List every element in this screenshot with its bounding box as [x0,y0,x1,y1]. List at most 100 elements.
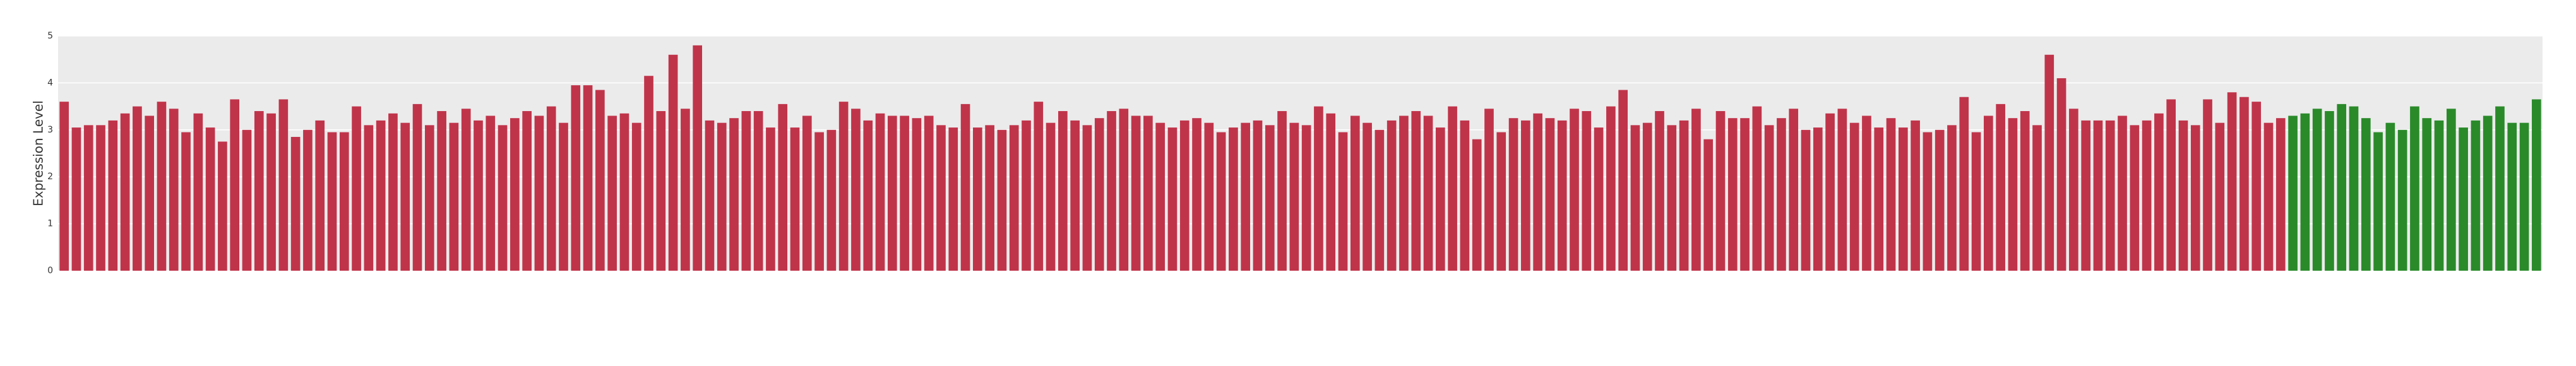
bar [376,120,386,271]
bar [1923,132,1933,271]
bar [656,111,666,271]
bar [2105,120,2115,271]
bar [1448,106,1457,271]
bar [83,125,93,271]
bar [668,54,678,271]
bar [242,129,252,271]
bar [2337,103,2347,271]
bar [1984,115,1993,271]
bar [59,102,69,271]
bar [108,120,118,271]
y-tick-label: 5 [47,31,53,41]
bar [1691,109,1701,271]
bar [400,122,410,271]
bar [290,136,301,271]
bar [1167,127,1178,271]
bar [2215,122,2225,271]
bar [1179,120,1190,271]
bar [802,115,812,271]
bar [1435,127,1445,271]
bar [2447,109,2456,271]
bar [2203,99,2212,271]
bar [424,125,434,271]
bar [96,125,105,271]
bar [522,111,532,271]
bar [814,132,824,271]
y-tick-label: 2 [47,172,53,182]
bar [1606,106,1616,271]
bar [1119,109,1129,271]
bar [2385,122,2395,271]
bar [1935,129,1945,271]
bar [1971,132,1981,271]
bar [169,109,179,271]
bar [546,106,556,271]
y-tick-label: 1 [47,219,53,229]
bar [510,118,520,271]
bar [851,109,861,271]
bar [254,111,264,271]
bar [449,122,459,271]
bar [1703,139,1714,271]
bar [1764,125,1774,271]
bar [1777,118,1786,271]
bar [364,125,374,271]
bar [2410,106,2419,271]
bar [1679,120,1689,271]
bar [193,113,203,271]
bar [486,115,496,271]
bar [1874,127,1884,271]
bar [973,127,982,271]
bar [997,129,1007,271]
bar [1143,115,1153,271]
bar [2275,118,2286,271]
bar [1094,118,1104,271]
bar [705,120,715,271]
bar [2288,115,2298,271]
y-tick-label: 0 [47,266,53,276]
bar [1655,111,1664,271]
bar [607,115,617,271]
y-tick-label: 4 [47,78,53,88]
bar [948,127,958,271]
bar [1374,129,1385,271]
bar [181,132,191,271]
bar [924,115,934,271]
bar [1849,122,1859,271]
bar [644,76,653,271]
bar [1386,120,1397,271]
bar [1715,111,1726,271]
bar [1423,115,1433,271]
bar [2069,109,2078,271]
bar [2190,125,2200,271]
bar [790,127,800,271]
bar [278,99,289,271]
bar [2044,54,2054,271]
bar [2507,122,2517,271]
bar [71,127,81,271]
bar [2081,120,2090,271]
bar [145,115,154,271]
bar [2032,125,2042,271]
bar [778,103,788,271]
bar [1667,125,1677,271]
bar [571,85,581,271]
bar [1082,125,1092,271]
bar [1594,127,1604,271]
bar [1789,109,1799,271]
bar [826,129,837,271]
bar [388,113,398,271]
bar [2020,111,2030,271]
bar [230,99,240,271]
bar [1545,118,1555,271]
bar [1314,106,1323,271]
bar [1570,109,1579,271]
bar [1521,120,1530,271]
bar [1801,129,1811,271]
bar [2361,118,2371,271]
bar [498,125,508,271]
bar [1399,115,1409,271]
bar [1533,113,1542,271]
bar [1229,127,1238,271]
